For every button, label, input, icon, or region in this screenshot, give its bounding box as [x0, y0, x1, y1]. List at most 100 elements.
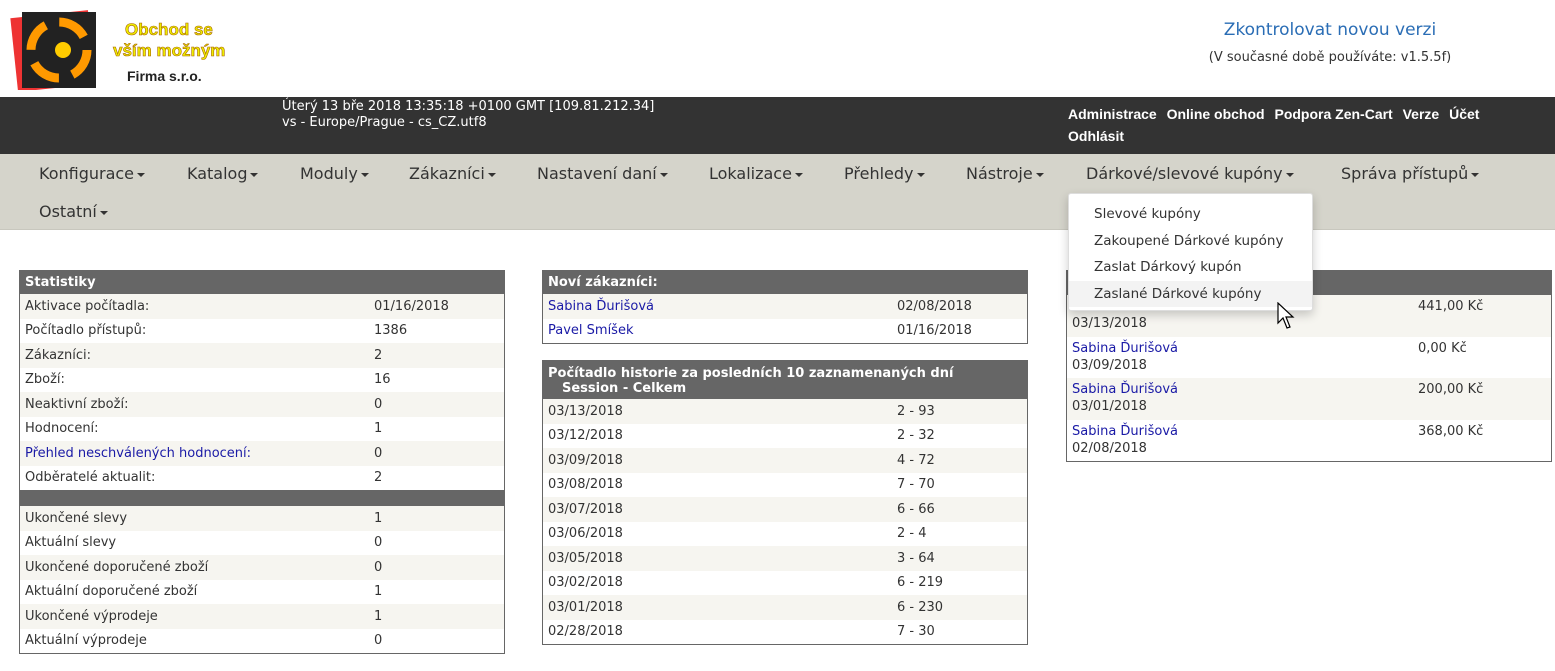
stats-row-label: Aktuální slevy	[25, 535, 117, 551]
history-row: 03/07/2018 6 - 66	[543, 497, 1027, 522]
menu-konfigurace[interactable]: Konfigurace	[39, 164, 145, 183]
stats-row-value: 2	[374, 470, 383, 486]
history-row-label: 03/02/2018	[548, 575, 623, 591]
stats-row-value: 0	[374, 535, 383, 551]
stats-row: Přehled neschválených hodnocení: 0	[20, 441, 504, 466]
dropdown-zakoupene-kupony[interactable]: Zakoupené Dárkové kupóny	[1094, 232, 1284, 249]
gift-amount: 200,00 Kč	[1418, 382, 1484, 397]
history-subtitle: Session - Celkem	[562, 381, 687, 396]
menu-lokalizace[interactable]: Lokalizace	[709, 164, 803, 183]
history-row: 03/06/2018 2 - 4	[543, 522, 1027, 547]
history-row-label: 02/28/2018	[548, 624, 623, 640]
link-ucet[interactable]: Účet	[1449, 106, 1480, 122]
gift-date: 03/13/2018	[1072, 316, 1147, 331]
menu-zakaznici[interactable]: Zákazníci	[409, 164, 496, 183]
history-row-value: 2 - 4	[897, 526, 927, 542]
coupons-dropdown: Slevové kupóny Zakoupené Dárkové kupóny …	[1068, 193, 1313, 311]
gift-date: 03/01/2018	[1072, 399, 1147, 414]
history-row-label: 03/12/2018	[548, 428, 623, 444]
dropdown-zaslane-kupony[interactable]: Zaslané Dárkové kupóny	[1069, 280, 1312, 307]
menu-ostatni[interactable]: Ostatní	[39, 202, 108, 221]
menu-nastaveni-dani[interactable]: Nastavení daní	[537, 164, 668, 183]
customer-row-label[interactable]: Pavel Smíšek	[548, 323, 634, 339]
gift-date: 03/09/2018	[1072, 357, 1147, 373]
customer-row: Pavel Smíšek 01/16/2018	[543, 319, 1027, 344]
history-row-value: 6 - 230	[897, 599, 944, 615]
stats-row-label: Ukončené doporučené zboží	[25, 559, 209, 575]
stats-row-label: Hodnocení:	[25, 421, 99, 437]
stats-row-value: 0	[374, 445, 383, 461]
dropdown-slevove-kupony[interactable]: Slevové kupóny	[1094, 206, 1201, 222]
history-row-value: 4 - 72	[897, 452, 935, 468]
svg-text:Obchod se: Obchod se	[125, 20, 213, 39]
check-new-version-link[interactable]: Zkontrolovat novou verzi	[1223, 20, 1437, 40]
stats-row-label: Neaktivní zboží:	[25, 396, 129, 412]
dropdown-zaslat-kupon[interactable]: Zaslat Dárkový kupón	[1094, 259, 1242, 275]
history-row: 03/01/2018 6 - 230	[543, 595, 1027, 620]
history-row-label: 03/06/2018	[548, 526, 623, 542]
new-customers-title: Noví zákazníci:	[543, 271, 1027, 294]
logo-emblem: Obchod se vším možným Firma s.r.o.	[10, 10, 226, 92]
mouse-cursor-icon	[1277, 302, 1295, 329]
stats-row: Počítadlo přístupů: 1386	[20, 319, 504, 344]
history-row-value: 7 - 30	[897, 624, 935, 640]
link-podpora[interactable]: Podpora Zen-Cart	[1274, 106, 1393, 122]
stats-row: Aktuální doporučené zboží 1	[20, 580, 504, 605]
history-row: 03/02/2018 6 - 219	[543, 571, 1027, 596]
link-odhlasit[interactable]: Odhlásit	[1068, 128, 1125, 144]
stats-row-value: 1	[374, 584, 383, 600]
history-row: 03/12/2018 2 - 32	[543, 424, 1027, 449]
svg-text:Firma s.r.o.: Firma s.r.o.	[127, 68, 202, 84]
stats-row-value: 1	[374, 510, 383, 526]
gift-recipient-link[interactable]: Sabina Ďurišová	[1072, 423, 1179, 439]
menu-moduly[interactable]: Moduly	[300, 164, 369, 183]
stats-row-value: 01/16/2018	[374, 298, 449, 314]
svg-text:vším možným: vším možným	[113, 41, 225, 60]
history-row-label: 03/13/2018	[548, 403, 623, 419]
gift-amount: 441,00 Kč	[1418, 299, 1484, 314]
menu-katalog[interactable]: Katalog	[187, 164, 258, 183]
menu-kupony[interactable]: Dárkové/slevové kupóny	[1086, 164, 1294, 183]
history-row-value: 6 - 66	[897, 501, 935, 517]
history-row-value: 7 - 70	[897, 477, 935, 493]
history-row-label: 03/05/2018	[548, 550, 623, 566]
stats-row-value: 1	[374, 608, 383, 624]
customer-row-label[interactable]: Sabina Ďurišová	[548, 298, 655, 314]
new-customers-panel: Noví zákazníci: Sabina Ďurišová 02/08/201…	[542, 270, 1028, 344]
link-administrace[interactable]: Administrace	[1068, 106, 1157, 122]
stats-row: Neaktivní zboží: 0	[20, 392, 504, 417]
history-row-label: 03/08/2018	[548, 477, 623, 493]
stats-row: Ukončené doporučené zboží 0	[20, 555, 504, 580]
link-online-obchod[interactable]: Online obchod	[1166, 106, 1265, 122]
gift-date: 02/08/2018	[1072, 440, 1147, 456]
stats-row-value: 16	[374, 372, 391, 388]
gift-recipient-link[interactable]: Sabina Ďurišová	[1072, 382, 1179, 397]
stats-title: Statistiky	[20, 271, 504, 294]
stats-row-label: Počítadlo přístupů:	[25, 323, 147, 339]
stats-row-label: Aktivace počítadla:	[25, 298, 150, 314]
stats-row-label: Zákazníci:	[25, 347, 91, 363]
stats-panel: Statistiky Aktivace počítadla: 01/16/2018…	[19, 270, 505, 654]
link-verze[interactable]: Verze	[1402, 106, 1440, 122]
menu-prehledy[interactable]: Přehledy	[844, 164, 925, 183]
history-title: Počítadlo historie za posledních 10 zazn…	[548, 366, 954, 381]
gift-voucher-row: Sabina Ďurišová 03/01/2018 200,00 Kč	[1067, 378, 1551, 420]
gift-voucher-row: Sabina Ďurišová 03/09/2018 0,00 Kč	[1067, 337, 1551, 379]
customer-row-value: 02/08/2018	[897, 298, 972, 314]
stats-row-value: 1	[374, 421, 383, 437]
history-row-label: 03/01/2018	[548, 599, 623, 615]
history-row-value: 3 - 64	[897, 550, 935, 566]
menu-nastroje[interactable]: Nástroje	[966, 164, 1044, 183]
stats-row-value: 0	[374, 559, 383, 575]
stats-row-value: 2	[374, 347, 383, 363]
stats-row-label[interactable]: Přehled neschválených hodnocení:	[25, 445, 252, 461]
stats-row: Aktivace počítadla: 01/16/2018	[20, 294, 504, 319]
gift-voucher-row: Sabina Ďurišová 02/08/2018 368,00 Kč	[1067, 420, 1551, 462]
menu-sprava-pristupu[interactable]: Správa přístupů	[1341, 164, 1479, 183]
history-row-value: 2 - 32	[897, 428, 935, 444]
gift-recipient-link[interactable]: Sabina Ďurišová	[1072, 340, 1179, 356]
stats-row: Ukončené slevy 1	[20, 506, 504, 531]
stats-row: Hodnocení: 1	[20, 417, 504, 442]
customer-row: Sabina Ďurišová 02/08/2018	[543, 294, 1027, 319]
history-row: 03/13/2018 2 - 93	[543, 399, 1027, 424]
